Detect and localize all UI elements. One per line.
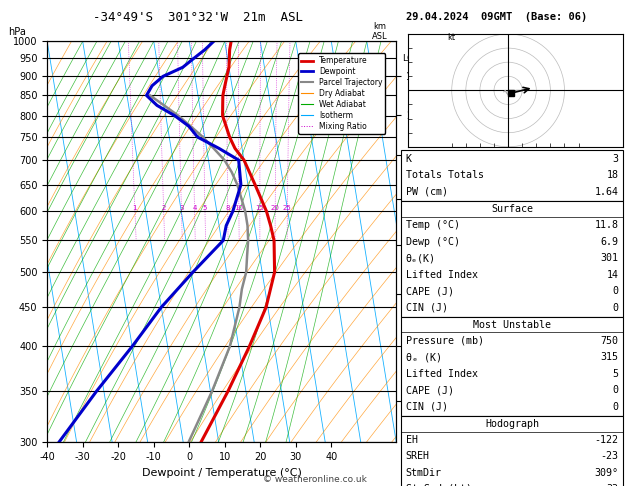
Text: 5: 5 — [612, 369, 618, 379]
Text: CIN (J): CIN (J) — [406, 303, 448, 312]
Text: LCL: LCL — [402, 54, 418, 63]
Text: 315: 315 — [600, 352, 618, 362]
Text: PW (cm): PW (cm) — [406, 187, 448, 197]
Text: Lifted Index: Lifted Index — [406, 369, 477, 379]
Text: kt: kt — [447, 33, 455, 42]
Text: hPa: hPa — [8, 27, 26, 36]
Text: 25: 25 — [283, 206, 292, 211]
Text: 15: 15 — [255, 206, 264, 211]
Text: StmSpd (kt): StmSpd (kt) — [406, 485, 472, 486]
Text: θₑ (K): θₑ (K) — [406, 352, 442, 362]
Text: CIN (J): CIN (J) — [406, 402, 448, 412]
Text: 18: 18 — [606, 171, 618, 180]
Text: km
ASL: km ASL — [372, 22, 387, 41]
Legend: Temperature, Dewpoint, Parcel Trajectory, Dry Adiabat, Wet Adiabat, Isotherm, Mi: Temperature, Dewpoint, Parcel Trajectory… — [298, 53, 386, 134]
Text: 8: 8 — [225, 206, 230, 211]
Text: SREH: SREH — [406, 451, 430, 461]
Text: Totals Totals: Totals Totals — [406, 171, 484, 180]
Text: 0: 0 — [612, 286, 618, 296]
Text: EH: EH — [406, 435, 418, 445]
Text: -122: -122 — [594, 435, 618, 445]
Text: 2: 2 — [162, 206, 166, 211]
Text: Mixing Ratio (g/kg): Mixing Ratio (g/kg) — [433, 202, 443, 281]
Text: StmDir: StmDir — [406, 468, 442, 478]
Text: 0: 0 — [612, 385, 618, 395]
Text: 309°: 309° — [594, 468, 618, 478]
Text: 3: 3 — [179, 206, 184, 211]
Text: -34°49'S  301°32'W  21m  ASL: -34°49'S 301°32'W 21m ASL — [93, 11, 303, 23]
Text: 0: 0 — [612, 303, 618, 312]
Text: K: K — [406, 154, 412, 164]
Text: 20: 20 — [270, 206, 280, 211]
Text: 301: 301 — [600, 253, 618, 263]
Text: 5: 5 — [203, 206, 207, 211]
Text: Lifted Index: Lifted Index — [406, 270, 477, 279]
Text: 33: 33 — [606, 485, 618, 486]
Text: 11.8: 11.8 — [594, 220, 618, 230]
Text: 4: 4 — [192, 206, 197, 211]
Text: Temp (°C): Temp (°C) — [406, 220, 460, 230]
Text: CAPE (J): CAPE (J) — [406, 385, 454, 395]
Text: 10: 10 — [235, 206, 243, 211]
Text: Hodograph: Hodograph — [485, 419, 539, 429]
Text: Pressure (mb): Pressure (mb) — [406, 336, 484, 346]
Text: © weatheronline.co.uk: © weatheronline.co.uk — [262, 474, 367, 484]
Text: 6.9: 6.9 — [600, 237, 618, 246]
Text: Surface: Surface — [491, 205, 533, 214]
Text: 1.64: 1.64 — [594, 187, 618, 197]
Text: 1: 1 — [133, 206, 137, 211]
X-axis label: Dewpoint / Temperature (°C): Dewpoint / Temperature (°C) — [142, 468, 302, 478]
Text: Most Unstable: Most Unstable — [473, 320, 551, 330]
Text: 14: 14 — [606, 270, 618, 279]
Text: CAPE (J): CAPE (J) — [406, 286, 454, 296]
Text: θₑ(K): θₑ(K) — [406, 253, 436, 263]
Text: 750: 750 — [600, 336, 618, 346]
Text: 3: 3 — [612, 154, 618, 164]
Text: 0: 0 — [612, 402, 618, 412]
Text: 29.04.2024  09GMT  (Base: 06): 29.04.2024 09GMT (Base: 06) — [406, 12, 587, 22]
Text: Dewp (°C): Dewp (°C) — [406, 237, 460, 246]
Text: -23: -23 — [600, 451, 618, 461]
